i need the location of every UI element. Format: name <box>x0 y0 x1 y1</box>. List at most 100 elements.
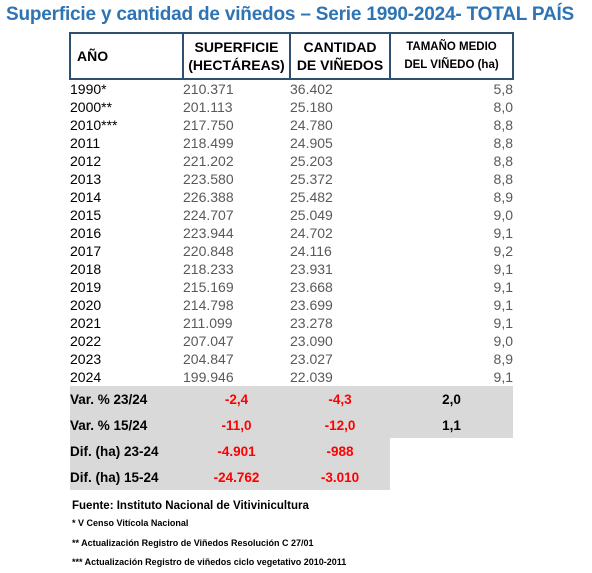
table-row: 2010*** 217.750 24.780 8,8 <box>70 116 513 134</box>
cell-count: 23.090 <box>290 333 333 349</box>
cell-average-size: 9,0 <box>493 207 513 223</box>
variation-row: Var. % 15/24 -11,0 -12,0 1,1 <box>70 412 513 438</box>
cell-count: 24.702 <box>290 225 333 241</box>
cell-surface: 226.388 <box>183 189 234 205</box>
cell-average-size: 8,0 <box>493 99 513 115</box>
header-average-line1: TAMAÑO MEDIO <box>406 41 497 53</box>
empty-cell <box>390 438 513 464</box>
cell-year: 2000** <box>70 99 113 115</box>
vineyards-table: AÑO SUPERFICIE (HECTÁREAS) CANTIDAD DE V… <box>69 32 514 490</box>
cell-surface: 223.580 <box>183 171 234 187</box>
difference-count: -3.010 <box>290 464 390 490</box>
header-average-line2: DEL VIÑEDO (ha) <box>404 59 499 71</box>
cell-average-size: 9,1 <box>493 279 513 295</box>
cell-average-size: 9,1 <box>493 369 513 385</box>
empty-cell <box>390 464 513 490</box>
header-average-size: TAMAÑO MEDIO DEL VIÑEDO (ha) <box>390 32 514 79</box>
variation-label: Var. % 15/24 <box>70 412 183 438</box>
cell-surface: 217.750 <box>183 117 234 133</box>
table-row: 2024 199.946 22.039 9,1 <box>70 368 513 386</box>
cell-count: 24.780 <box>290 117 333 133</box>
footnote-3: *** Actualización Registro de viñedos ci… <box>72 557 347 567</box>
cell-average-size: 9,1 <box>493 315 513 331</box>
cell-year: 2022 <box>70 333 102 349</box>
page-title: Superficie y cantidad de viñedos – Serie… <box>6 4 575 25</box>
variation-surface: -2,4 <box>183 386 290 412</box>
cell-surface: 215.169 <box>183 279 234 295</box>
variation-count: -12,0 <box>290 412 390 438</box>
cell-surface: 211.099 <box>183 315 233 331</box>
cell-surface: 221.202 <box>183 153 234 169</box>
cell-year: 2023 <box>70 351 102 367</box>
cell-surface: 224.707 <box>183 207 234 223</box>
table-row: 2022 207.047 23.090 9,0 <box>70 332 513 350</box>
cell-average-size: 8,8 <box>493 135 513 151</box>
cell-year: 2015 <box>70 207 102 223</box>
table-row: 2017 220.848 24.116 9,2 <box>70 242 513 260</box>
cell-count: 22.039 <box>290 369 333 385</box>
cell-surface: 218.233 <box>183 261 234 277</box>
cell-count: 23.931 <box>290 261 333 277</box>
table-row: 2000** 201.113 25.180 8,0 <box>70 98 513 116</box>
cell-surface: 199.946 <box>183 369 234 385</box>
header-count: CANTIDAD DE VIÑEDOS <box>290 32 391 79</box>
table-body: 1990* 210.371 36.402 5,8 2000** 201.113 25.180… <box>70 79 513 490</box>
cell-year: 2021 <box>70 315 102 331</box>
cell-surface: 214.798 <box>183 297 234 313</box>
cell-year: 2016 <box>70 225 102 241</box>
cell-average-size: 8,8 <box>493 153 513 169</box>
variation-average-size: 1,1 <box>390 412 513 438</box>
cell-year: 2020 <box>70 297 102 313</box>
variation-surface: -11,0 <box>183 412 290 438</box>
table-row: 2014 226.388 25.482 8,9 <box>70 188 513 206</box>
cell-count: 23.278 <box>290 315 333 331</box>
cell-count: 25.372 <box>290 171 333 187</box>
difference-label: Dif. (ha) 23-24 <box>70 438 183 464</box>
cell-year: 2018 <box>70 261 102 277</box>
table-row: 2019 215.169 23.668 9,1 <box>70 278 513 296</box>
variation-label: Var. % 23/24 <box>70 386 183 412</box>
cell-year: 2019 <box>70 279 102 295</box>
cell-count: 25.180 <box>290 99 333 115</box>
footnote-2: ** Actualización Registro de Viñedos Res… <box>72 538 314 548</box>
table-row: 2021 211.099 23.278 9,1 <box>70 314 513 332</box>
cell-count: 24.116 <box>290 243 332 259</box>
table-header-row: AÑO SUPERFICIE (HECTÁREAS) CANTIDAD DE V… <box>69 32 514 79</box>
cell-year: 2011 <box>70 135 101 151</box>
table-row: 2013 223.580 25.372 8,8 <box>70 170 513 188</box>
difference-surface: -4.901 <box>183 438 290 464</box>
difference-label: Dif. (ha) 15-24 <box>70 464 183 490</box>
cell-surface: 218.499 <box>183 135 234 151</box>
cell-average-size: 9,1 <box>493 297 513 313</box>
cell-average-size: 8,8 <box>493 171 513 187</box>
variation-count: -4,3 <box>290 386 390 412</box>
cell-average-size: 5,8 <box>493 81 513 97</box>
table-row: 2011 218.499 24.905 8,8 <box>70 134 513 152</box>
header-count-line1: CANTIDAD <box>303 39 377 55</box>
cell-average-size: 9,1 <box>493 225 513 241</box>
difference-row: Dif. (ha) 23-24 -4.901 -988 <box>70 438 513 464</box>
table-row: 1990* 210.371 36.402 5,8 <box>70 79 513 98</box>
variation-row: Var. % 23/24 -2,4 -4,3 2,0 <box>70 386 513 412</box>
difference-surface: -24.762 <box>183 464 290 490</box>
header-surface: SUPERFICIE (HECTÁREAS) <box>183 32 291 79</box>
cell-year: 2014 <box>70 189 102 205</box>
cell-year: 2013 <box>70 171 102 187</box>
difference-row: Dif. (ha) 15-24 -24.762 -3.010 <box>70 464 513 490</box>
cell-average-size: 9,2 <box>493 243 513 259</box>
cell-surface: 201.113 <box>183 99 233 115</box>
cell-surface: 220.848 <box>183 243 234 259</box>
header-year: AÑO <box>69 32 184 79</box>
cell-surface: 210.371 <box>183 81 234 97</box>
cell-year: 2012 <box>70 153 102 169</box>
table-row: 2016 223.944 24.702 9,1 <box>70 224 513 242</box>
cell-year: 2024 <box>70 369 102 385</box>
table-row: 2020 214.798 23.699 9,1 <box>70 296 513 314</box>
cell-count: 25.482 <box>290 189 333 205</box>
cell-count: 23.668 <box>290 279 333 295</box>
table-row: 2012 221.202 25.203 8,8 <box>70 152 513 170</box>
table-row: 2018 218.233 23.931 9,1 <box>70 260 513 278</box>
cell-year: 1990* <box>70 81 107 97</box>
table-row: 2015 224.707 25.049 9,0 <box>70 206 513 224</box>
cell-count: 25.049 <box>290 207 333 223</box>
